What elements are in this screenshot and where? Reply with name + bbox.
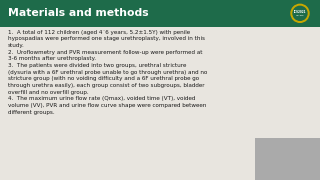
- Text: ICS2021: ICS2021: [294, 10, 306, 14]
- Text: Materials and methods: Materials and methods: [8, 8, 148, 18]
- Circle shape: [291, 4, 309, 22]
- Circle shape: [293, 6, 307, 20]
- Text: 1.  A total of 112 children (aged 4˜6 years, 5.2±1.5Y) with penile
hypospadias w: 1. A total of 112 children (aged 4˜6 yea…: [8, 30, 207, 115]
- Text: ONLINE: ONLINE: [296, 15, 304, 16]
- Bar: [0, 0, 320, 27]
- Bar: [255, 138, 320, 180]
